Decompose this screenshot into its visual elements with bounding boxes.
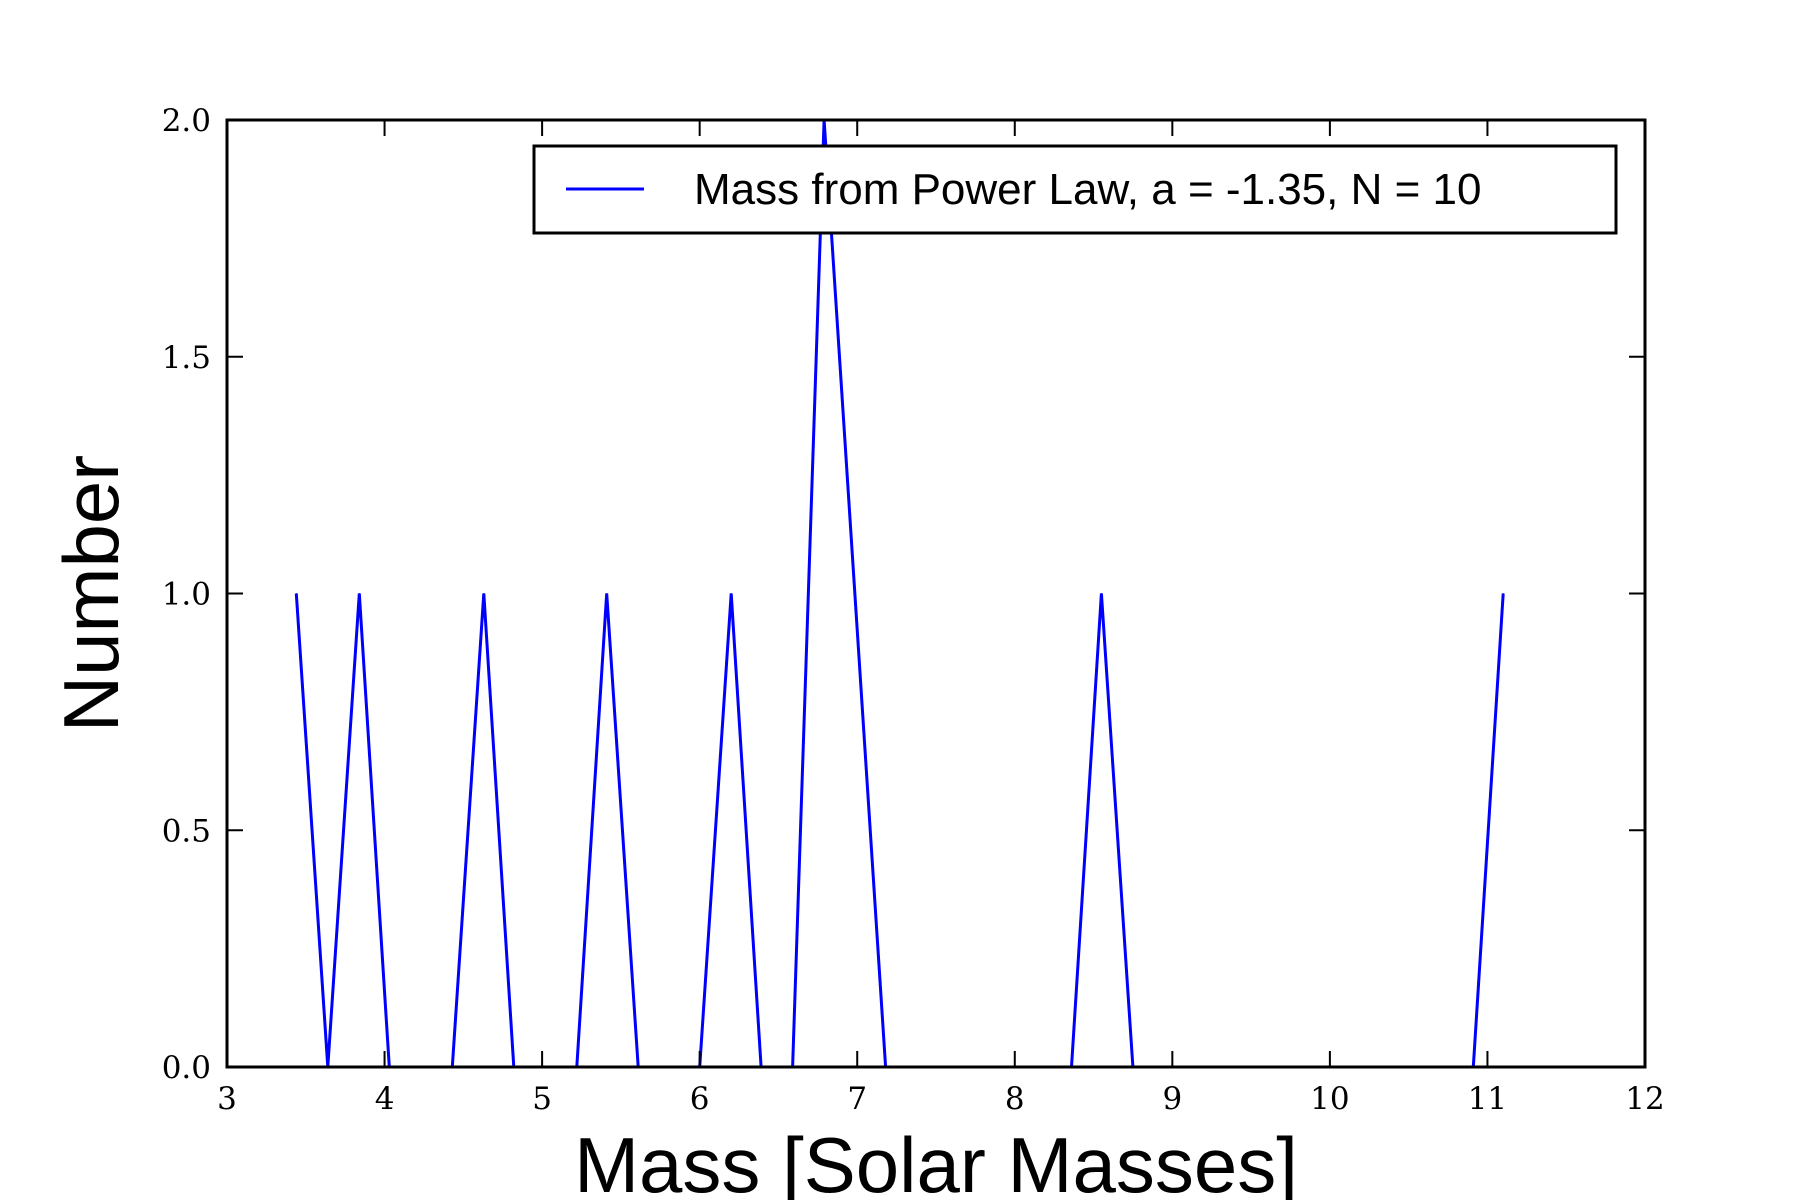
legend: Mass from Power Law, a = -1.35, N = 10: [532, 144, 1618, 235]
series-0-point-8: [606, 593, 608, 594]
y-axis-title: Number: [47, 455, 135, 732]
x-tick-label: 11: [1468, 1081, 1507, 1117]
series-0-point-11: [730, 593, 732, 594]
legend-box: [532, 144, 1618, 235]
x-tick-label: 7: [847, 1081, 867, 1117]
legend-label: Mass from Power Law, a = -1.35, N = 10: [694, 165, 1481, 214]
x-tick-label: 3: [217, 1081, 237, 1117]
y-tick-label: 1.0: [162, 577, 211, 613]
x-tick-label: 6: [690, 1081, 710, 1117]
x-tick-label: 10: [1310, 1081, 1349, 1117]
series-0-point-17: [1100, 593, 1102, 594]
y-tick-label: 2.0: [162, 103, 211, 139]
y-tick-label: 0.0: [162, 1050, 211, 1086]
series-0-point-20: [1502, 593, 1504, 594]
x-tick-label: 8: [1005, 1081, 1025, 1117]
y-tick-label: 0.5: [162, 813, 211, 849]
series-0-point-5: [483, 593, 485, 594]
x-tick-label: 12: [1625, 1081, 1664, 1117]
y-tick-label: 1.5: [162, 340, 211, 376]
series-0-point-0: [295, 593, 297, 594]
x-tick-label: 5: [532, 1081, 552, 1117]
x-tick-label: 9: [1162, 1081, 1182, 1117]
series-0-point-2: [358, 593, 360, 594]
x-tick-label: 4: [375, 1081, 395, 1117]
axis-ticks: 3 4 5 6 7 8 9 10 11 12 0.0 0.5 1.0 1.5 2.0: [162, 103, 1665, 1117]
x-axis-title: Mass [Solar Masses]: [574, 1121, 1298, 1200]
